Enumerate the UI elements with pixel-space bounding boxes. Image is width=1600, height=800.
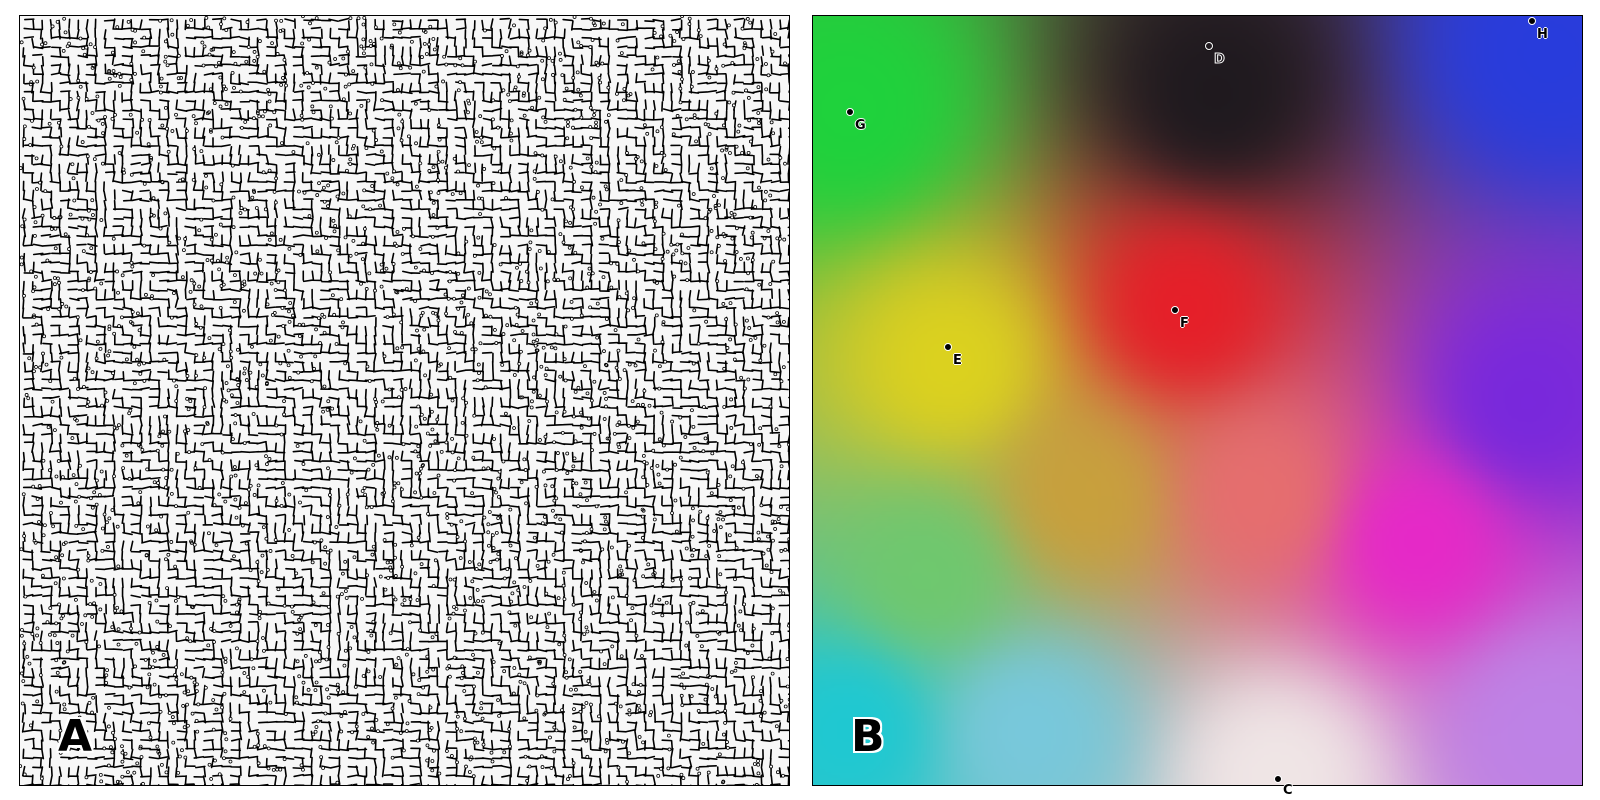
marker-h-label: H — [1537, 27, 1548, 42]
panel-b-color-field: G D H F E B — [812, 15, 1583, 786]
maze-pattern — [20, 16, 789, 785]
marker-g-dot — [846, 108, 854, 116]
marker-e-dot — [944, 343, 952, 351]
marker-e-label: E — [953, 353, 962, 368]
panel-b-label: B — [851, 711, 885, 762]
panel-a-maze: A — [19, 15, 790, 786]
marker-c-dot — [1274, 775, 1282, 783]
marker-f-dot — [1171, 306, 1179, 314]
marker-d-label: D — [1214, 52, 1226, 68]
marker-c-label: C — [1283, 783, 1293, 798]
marker-g-label: G — [855, 118, 866, 133]
panel-a-label: A — [58, 711, 93, 762]
marker-h-dot — [1528, 17, 1536, 25]
maze-walls — [21, 17, 789, 785]
marker-d-dot — [1205, 42, 1213, 50]
maze-nodes — [20, 16, 789, 785]
marker-f-label: F — [1180, 316, 1189, 331]
color-field-image — [813, 16, 1582, 785]
